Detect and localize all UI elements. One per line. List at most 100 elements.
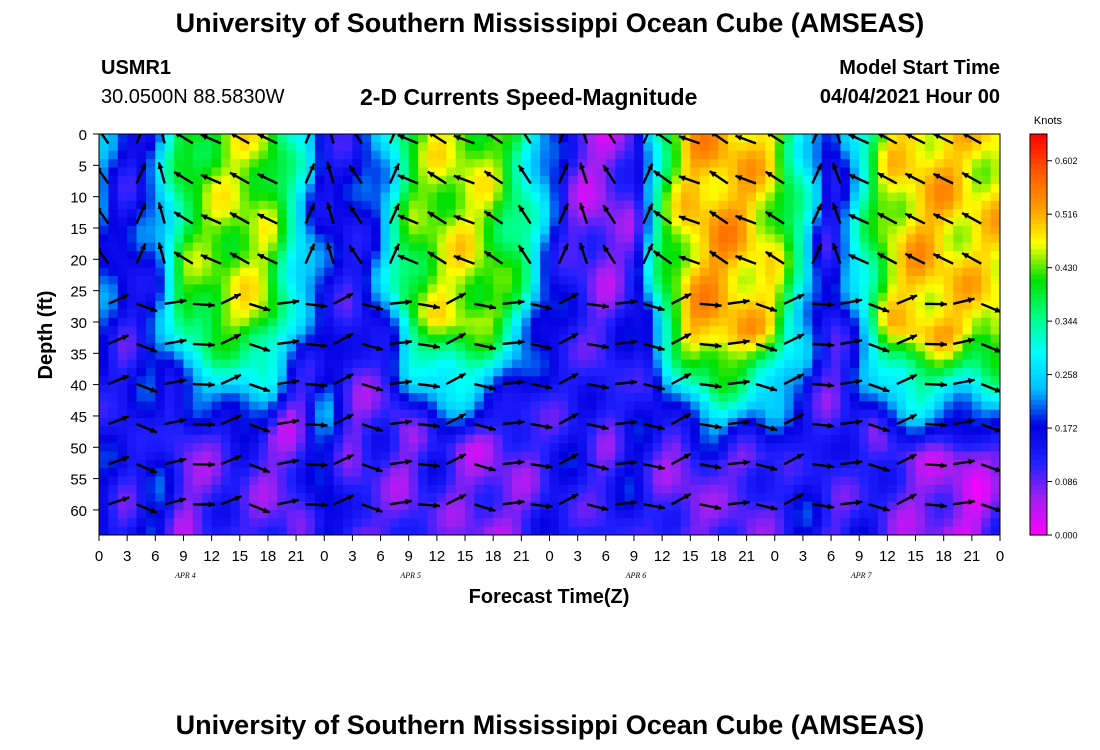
heatmap-cell — [699, 234, 710, 244]
heatmap-cell — [521, 184, 532, 194]
heatmap-cell — [211, 392, 222, 402]
current-arrow-head — [292, 378, 300, 385]
heatmap-cell — [399, 484, 410, 494]
heatmap-cell — [408, 443, 419, 453]
heatmap-cell — [906, 351, 917, 361]
current-arrow-head — [579, 123, 585, 130]
heatmap-cell — [802, 134, 813, 143]
heatmap-cell — [971, 250, 982, 260]
heatmap-cell — [934, 142, 945, 152]
heatmap-cell — [596, 418, 607, 427]
heatmap-cell — [258, 401, 269, 411]
heatmap-cell — [305, 401, 316, 411]
heatmap-cell — [164, 476, 175, 486]
current-arrow-head — [488, 506, 496, 512]
heatmap-cell — [361, 242, 372, 252]
heatmap-cell — [971, 159, 982, 169]
heatmap-cell — [896, 443, 907, 453]
heatmap-cell — [981, 451, 992, 461]
heatmap-cell — [192, 434, 203, 444]
heatmap-cell — [230, 434, 241, 444]
heatmap-cell — [202, 451, 213, 461]
heatmap-cell — [155, 351, 166, 361]
heatmap-cell — [389, 192, 400, 202]
heatmap-cell — [568, 192, 579, 202]
heatmap-cell — [868, 234, 879, 244]
heatmap-cell — [239, 351, 250, 361]
heatmap-cell — [249, 459, 260, 469]
heatmap-cell — [906, 401, 917, 411]
heatmap-cell — [455, 376, 466, 386]
heatmap-cell — [361, 175, 372, 185]
heatmap-cell — [793, 150, 804, 160]
heatmap-cell — [474, 309, 485, 319]
heatmap-cell — [483, 493, 494, 503]
heatmap-cell — [915, 351, 926, 361]
heatmap-cell — [737, 493, 748, 503]
heatmap-cell — [765, 276, 776, 285]
heatmap-cell — [343, 443, 354, 453]
heatmap-cell — [324, 484, 335, 494]
heatmap-cell — [164, 209, 175, 219]
heatmap-cell — [971, 284, 982, 294]
heatmap-cell — [812, 142, 823, 152]
heatmap-cell — [821, 317, 832, 327]
heatmap-cell — [990, 493, 1000, 503]
heatmap-cell — [249, 242, 260, 252]
heatmap-cell — [615, 434, 626, 444]
heatmap-cell — [343, 276, 354, 285]
heatmap-cell — [671, 292, 682, 302]
heatmap-cell — [136, 342, 147, 352]
heatmap-cell — [633, 234, 644, 244]
heatmap-cell — [361, 376, 372, 386]
heatmap-cell — [127, 134, 138, 143]
heatmap-cell — [511, 384, 522, 394]
heatmap-cell — [671, 200, 682, 210]
heatmap-cell — [943, 192, 954, 202]
heatmap-cell — [924, 234, 935, 244]
current-arrow-head — [489, 344, 496, 351]
heatmap-cell — [502, 434, 513, 444]
heatmap-cell — [136, 392, 147, 402]
current-arrow — [135, 134, 142, 144]
heatmap-cell — [831, 418, 842, 427]
heatmap-cell — [221, 184, 231, 194]
heatmap-cell — [690, 250, 701, 260]
heatmap-cell — [812, 225, 823, 235]
heatmap-cell — [540, 159, 551, 169]
heatmap-cell — [971, 359, 982, 369]
heatmap-cell — [802, 242, 813, 252]
heatmap-cell — [211, 426, 222, 436]
heatmap-cell — [324, 184, 335, 194]
heatmap-cell — [136, 451, 147, 461]
heatmap-cell — [971, 426, 982, 436]
heatmap-cell — [436, 267, 447, 277]
heatmap-cell — [831, 276, 842, 285]
heatmap-cell — [812, 401, 823, 411]
heatmap-cell — [446, 451, 457, 461]
heatmap-cell — [652, 225, 663, 235]
heatmap-cell — [305, 409, 316, 419]
heatmap-cell — [774, 468, 785, 478]
heatmap-cell — [155, 434, 166, 444]
heatmap-cell — [117, 184, 128, 194]
heatmap-cell — [483, 159, 494, 169]
heatmap-cell — [737, 175, 748, 185]
heatmap-cell — [192, 468, 203, 478]
current-arrow-head — [321, 461, 328, 468]
heatmap-cell — [549, 150, 560, 160]
heatmap-cell — [868, 276, 879, 285]
heatmap-cell — [765, 134, 776, 143]
heatmap-cell — [267, 192, 278, 202]
heatmap-cell — [136, 426, 147, 436]
heatmap-cell — [540, 250, 551, 260]
heatmap-cell — [615, 518, 626, 528]
heatmap-cell — [840, 359, 851, 369]
heatmap-cell — [521, 284, 532, 294]
heatmap-cell — [962, 259, 973, 269]
heatmap-cell — [249, 284, 260, 294]
heatmap-cell — [662, 392, 673, 402]
heatmap-cell — [99, 192, 109, 202]
heatmap-cell — [502, 200, 513, 210]
heatmap-cell — [127, 192, 138, 202]
